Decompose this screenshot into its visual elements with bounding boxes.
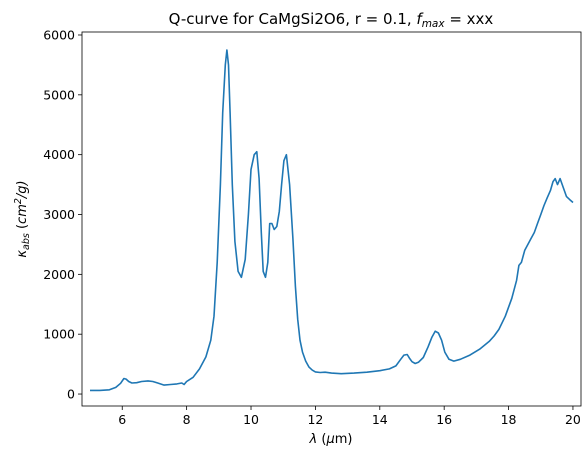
- chart-title: Q-curve for CaMgSi2O6, r = 0.1, fmax = x…: [169, 10, 494, 30]
- x-tick-label-14: 14: [372, 412, 388, 427]
- x-axis-label-close: m): [335, 432, 353, 447]
- chart-title-subscript: max: [422, 18, 446, 30]
- x-axis-label: λ (μm): [309, 432, 353, 447]
- x-tick-label-18: 18: [501, 412, 517, 427]
- x-axis-label-lambda: λ: [309, 432, 318, 447]
- y-axis-label-cm: cm: [15, 204, 30, 224]
- plot-area: 6 8 10 12 14 16 18 20 0 1000 2000 3000 4000 5000 6000: [43, 27, 582, 427]
- y-axis-label-sup: 2: [13, 198, 24, 204]
- y-axis-label-kappa: κ: [15, 250, 30, 258]
- x-tick-label-20: 20: [565, 412, 581, 427]
- y-axis-label-sub: abs: [21, 233, 32, 250]
- y-tick-label-2000: 2000: [43, 267, 75, 282]
- chart-title-main: Q-curve for CaMgSi2O6, r = 0.1,: [169, 10, 417, 28]
- series-line-0: [90, 49, 574, 392]
- x-axis-label-open: (: [317, 432, 326, 447]
- x-tick-label-8: 8: [183, 412, 191, 427]
- y-tick-label-0: 0: [67, 387, 75, 402]
- y-tick-label-4000: 4000: [43, 147, 75, 162]
- x-tick-label-6: 6: [118, 412, 126, 427]
- y-tick-label-1000: 1000: [43, 327, 75, 342]
- plot-frame: [81, 31, 582, 407]
- y-tick-label-6000: 6000: [43, 27, 75, 42]
- y-tick-label-5000: 5000: [43, 87, 75, 102]
- x-tick-label-16: 16: [436, 412, 452, 427]
- chart-title-f: f: [416, 10, 424, 28]
- x-tick-label-12: 12: [307, 412, 323, 427]
- y-tick-label-3000: 3000: [43, 207, 75, 222]
- x-axis-label-mu: μ: [325, 432, 334, 447]
- y-axis-label: κabs (cm2/g): [13, 180, 32, 257]
- chart-title-value: = xxx: [445, 10, 494, 28]
- x-tick-label-10: 10: [243, 412, 259, 427]
- y-axis-label-open: (: [15, 224, 30, 233]
- y-axis-label-close: /g): [15, 180, 30, 199]
